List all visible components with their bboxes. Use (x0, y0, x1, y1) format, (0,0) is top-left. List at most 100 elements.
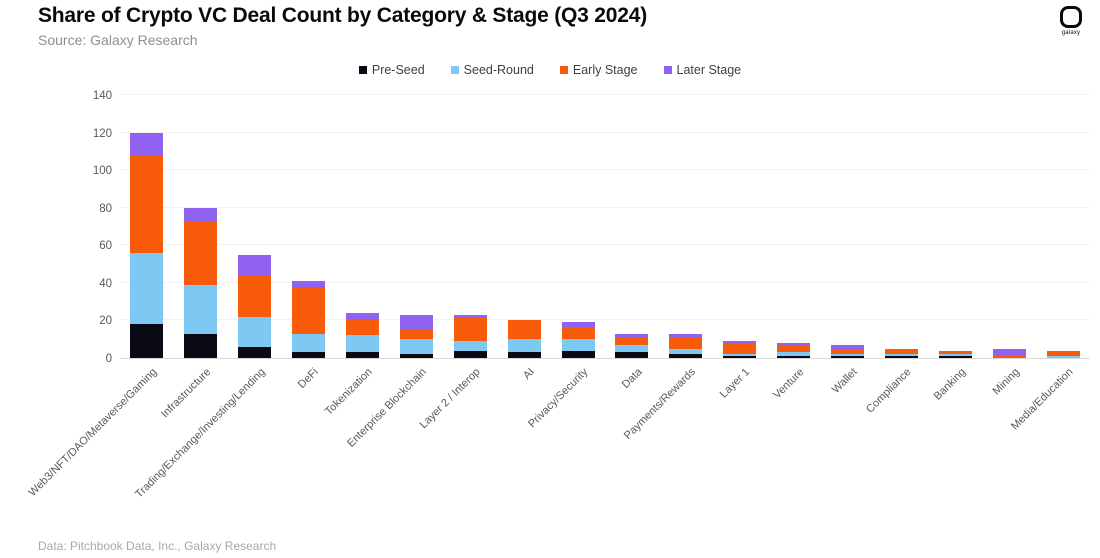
data-credit: Data: Pitchbook Data, Inc., Galaxy Resea… (38, 539, 277, 553)
galaxy-logo-label: galaxy (1061, 30, 1081, 36)
gridline-40 (120, 281, 1090, 283)
x-axis-label: AI (520, 366, 537, 382)
bar-privacy-security (561, 322, 595, 358)
bar-segment-early-stage (831, 348, 864, 355)
y-axis-tick-0: 0 (105, 353, 112, 365)
bar-segment-later-stage (130, 132, 164, 156)
y-axis-tick-100: 100 (92, 165, 112, 178)
chart-legend: Pre-Seed Seed-Round Early Stage Later Stage (0, 63, 1100, 77)
bar-defi (292, 281, 326, 358)
bar-segment-early-stage (777, 344, 811, 353)
bar-segment-pre-seed (884, 356, 918, 358)
bar-segment-early-stage (453, 316, 487, 342)
bar-segment-seed-round (561, 339, 595, 351)
bar-segment-pre-seed (831, 356, 864, 358)
bar-segment-early-stage (292, 286, 326, 334)
bar-segment-pre-seed (777, 356, 811, 358)
bar-segment-seed-round (453, 341, 487, 351)
bar-segment-pre-seed (507, 352, 541, 358)
bar-segment-early-stage (561, 327, 595, 340)
y-axis-tick-60: 60 (99, 240, 112, 253)
x-axis-label: Wallet (830, 366, 860, 396)
bar-tokenization (346, 312, 379, 358)
bar-segment-early-stage (399, 329, 433, 340)
bar-segment-early-stage (669, 337, 703, 349)
bar-segment-early-stage (130, 155, 164, 253)
x-axis-label: Banking (931, 366, 968, 403)
bar-mining (992, 348, 1026, 358)
bar-segment-seed-round (399, 339, 433, 355)
bar-segment-later-stage (561, 322, 595, 328)
x-axis-label: Privacy/Security (526, 366, 591, 431)
legend-label: Early Stage (572, 63, 638, 77)
bar-banking (938, 350, 972, 358)
galaxy-logo-icon (1060, 6, 1082, 28)
bar-ai (507, 320, 541, 358)
legend-item-seed-round: Seed-Round (450, 63, 534, 77)
bar-segment-pre-seed (130, 324, 164, 358)
bar-segment-later-stage (992, 348, 1026, 357)
y-axis-tick-20: 20 (99, 315, 112, 328)
gridline-60 (120, 244, 1090, 246)
bar-segment-early-stage (615, 337, 649, 345)
bar-media-education (1046, 350, 1080, 358)
legend-label: Seed-Round (463, 63, 534, 77)
legend-swatch-icon (559, 66, 568, 74)
bar-segment-early-stage (1046, 352, 1080, 357)
bar-segment-seed-round (184, 284, 218, 334)
bar-segment-early-stage (238, 275, 272, 317)
legend-item-early-stage: Early Stage (559, 63, 638, 77)
x-axis-label: Tokenization (323, 366, 375, 418)
bar-segment-early-stage (346, 318, 379, 336)
bar-wallet (831, 344, 864, 358)
legend-swatch-icon (450, 66, 459, 74)
bar-segment-seed-round (831, 354, 864, 357)
bar-segment-seed-round (130, 252, 164, 325)
bar-enterprise-blockchain (399, 314, 433, 358)
bar-web3-nft-dao-metaverse-gaming (130, 132, 164, 358)
bar-segment-later-stage (1046, 350, 1080, 353)
bar-segment-early-stage (938, 352, 972, 355)
legend-swatch-icon (358, 66, 367, 74)
bar-segment-seed-round (777, 352, 811, 357)
x-axis-label: Compliance (864, 366, 914, 416)
chart-title: Share of Crypto VC Deal Count by Categor… (38, 4, 648, 27)
bar-data (615, 333, 649, 358)
x-axis-label: Infrastructure (158, 366, 214, 421)
gridline-20 (120, 319, 1090, 321)
bar-segment-pre-seed (346, 352, 379, 358)
chart-source: Source: Galaxy Research (38, 32, 198, 48)
gridline-100 (120, 169, 1090, 171)
bar-segment-later-stage (399, 314, 433, 330)
bar-segment-seed-round (292, 333, 326, 353)
bar-segment-later-stage (346, 312, 379, 319)
bar-trading-exchange-investing-lending (238, 254, 272, 358)
bar-segment-seed-round (723, 354, 757, 357)
x-axis-label: DeFi (296, 366, 322, 391)
bar-segment-seed-round (615, 344, 649, 353)
bar-segment-seed-round (507, 339, 541, 353)
bar-segment-early-stage (723, 342, 757, 355)
y-axis-tick-80: 80 (99, 202, 112, 215)
y-axis-tick-40: 40 (99, 277, 112, 290)
bar-segment-seed-round (346, 335, 379, 353)
legend-label: Pre-Seed (371, 63, 425, 77)
bar-segment-later-stage (777, 343, 811, 345)
bar-segment-later-stage (238, 254, 272, 276)
bar-segment-early-stage (507, 320, 541, 340)
bar-segment-pre-seed (184, 333, 218, 358)
bar-segment-pre-seed (723, 356, 757, 358)
legend-item-later-stage: Later Stage (663, 63, 742, 77)
bar-segment-later-stage (453, 314, 487, 317)
legend-label: Later Stage (676, 63, 742, 77)
chart-plot-area: 0 20 40 60 80 100 120 140 Web3/NFT/DAO/Metaverse… (27, 90, 1090, 500)
gridline-80 (120, 206, 1090, 208)
legend-item-pre-seed: Pre-Seed (358, 63, 425, 77)
galaxy-logo: galaxy (1060, 6, 1082, 36)
bar-segment-later-stage (831, 344, 864, 349)
bar-segment-seed-round (669, 348, 703, 355)
bar-payments-rewards (669, 333, 703, 358)
bar-segment-pre-seed (292, 352, 326, 358)
bar-segment-pre-seed (938, 356, 972, 358)
